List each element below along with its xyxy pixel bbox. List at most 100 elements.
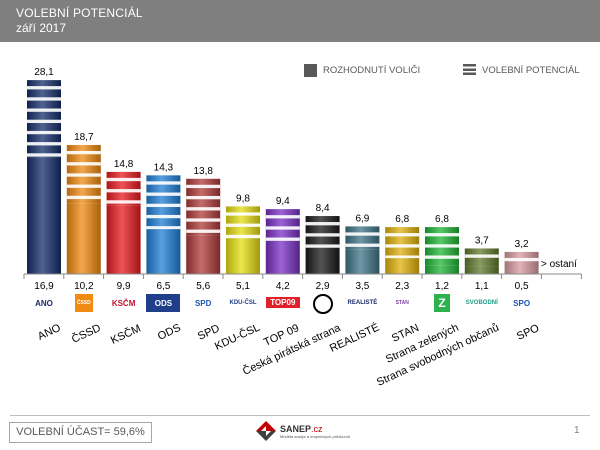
- party-logo-icon: TOP09: [265, 297, 300, 308]
- stripe: [305, 233, 340, 237]
- stripe: [425, 233, 459, 237]
- party-logo-icon: ODS: [146, 294, 181, 312]
- stripe: [504, 257, 539, 262]
- party-label: ANO: [36, 322, 63, 344]
- stripe: [186, 184, 221, 189]
- party-logo-icon: ČSSD: [74, 294, 93, 312]
- stripe: [146, 214, 181, 219]
- party-label: SPO: [514, 321, 541, 343]
- stripe: [345, 243, 380, 247]
- party-logo-icon: Z: [434, 294, 450, 312]
- bar-potential-12: [504, 251, 539, 271]
- stripe: [425, 255, 459, 259]
- stripe: [186, 229, 221, 233]
- bar-decided-0: [27, 157, 61, 274]
- value-label-potential: 3,2: [515, 239, 529, 250]
- stripe: [27, 97, 61, 101]
- value-label-decided: 4,2: [276, 281, 290, 292]
- party-logo-icon: SVOBODNÍ: [465, 300, 498, 306]
- value-label-decided: 2,3: [395, 281, 409, 292]
- stripe: [27, 108, 61, 112]
- value-label-decided: 5,1: [236, 281, 250, 292]
- stripe: [66, 184, 101, 188]
- value-label-potential: 8,4: [316, 203, 330, 214]
- value-label-potential: 3,7: [475, 235, 489, 246]
- value-label-decided: 10,2: [74, 281, 94, 292]
- bar-decided-5: [226, 238, 260, 274]
- value-label-decided: 2,9: [316, 281, 330, 292]
- stripe: [385, 244, 420, 248]
- x-axis: 16,9 10,2 9,9 6,5 5,6 5,1 4,2 2,9 3,5 2,3 1,2 1,1 0,…: [23, 273, 582, 292]
- value-label-potential: 9,4: [276, 196, 290, 207]
- striped-swatch-icon: [463, 64, 476, 77]
- sanep-logo: SANEP.cz Mhděla analýz a empirických prů…: [255, 420, 350, 442]
- value-label-potential: 28,1: [34, 67, 54, 78]
- stripe: [226, 234, 260, 239]
- value-label-potential: 14,3: [154, 162, 174, 173]
- stripe: [106, 177, 141, 182]
- bar-potential-2: [106, 171, 141, 206]
- stripe: [186, 195, 221, 200]
- value-label-potential: 13,8: [193, 166, 213, 177]
- stripe: [66, 173, 101, 177]
- stripe: [305, 222, 340, 226]
- value-label-potential: 6,8: [435, 214, 449, 225]
- sanep-domain: .cz: [311, 423, 323, 434]
- bar-decided-4: [186, 235, 221, 274]
- stripe: [186, 207, 221, 211]
- bar-decided-2: [106, 205, 141, 274]
- stripe: [345, 232, 380, 236]
- party-label: KSČM: [108, 322, 143, 347]
- sanep-emblem-icon: [256, 421, 276, 441]
- bar-decided-9: [385, 258, 420, 274]
- value-label-decided: 1,1: [475, 281, 489, 292]
- chart-subtitle: září 2017: [16, 21, 67, 35]
- value-label-decided: 6,5: [156, 281, 170, 292]
- others-label: > ostaní: [541, 259, 577, 270]
- stripe: [464, 254, 499, 258]
- chart-title: VOLEBNÍ POTENCIÁL: [16, 6, 143, 20]
- bar-decided-12: [504, 270, 539, 274]
- stripe: [186, 218, 221, 222]
- value-label-decided: 1,2: [435, 281, 449, 292]
- stripe: [385, 233, 420, 237]
- turnout-box: VOLEBNÍ ÚČAST= 59,6%: [9, 422, 152, 443]
- stripe: [265, 237, 300, 241]
- stripe: [226, 223, 260, 227]
- party-logo-icon: KSČM: [111, 298, 136, 308]
- stripe: [265, 215, 300, 219]
- sanep-brand: SANEP: [280, 423, 312, 434]
- stripe: [146, 226, 181, 230]
- bar-decided-8: [345, 249, 380, 274]
- party-logo-icon: ANO: [35, 298, 53, 308]
- stripe: [27, 130, 61, 135]
- party-logo-icon: STAN: [395, 300, 409, 306]
- bar-potential-5: [226, 206, 260, 239]
- value-label-potential: 6,8: [395, 214, 409, 225]
- value-label-decided: 3,5: [355, 281, 369, 292]
- stripe: [106, 189, 141, 193]
- bar-decided-6: [265, 245, 300, 274]
- party-logo-icon: REALISTÉ: [347, 300, 378, 306]
- stripe: [146, 192, 181, 196]
- bar-decided-10: [425, 265, 459, 274]
- bar-potential-9: [385, 227, 420, 259]
- legend-label-decided: ROZHODNUTÍ VOLIČI: [323, 65, 421, 76]
- stripe: [27, 119, 61, 124]
- stripe: [385, 255, 420, 259]
- value-label-decided: 9,9: [117, 281, 131, 292]
- party-label: ČSSD: [69, 322, 103, 346]
- title-banner: VOLEBNÍ POTENCIÁL září 2017: [0, 0, 600, 42]
- legend-item-decided: ROZHODNUTÍ VOLIČI: [304, 64, 420, 77]
- value-label-decided: 16,9: [34, 281, 54, 292]
- stripe: [146, 181, 181, 185]
- value-label-decided: 5,6: [196, 281, 210, 292]
- value-label-potential: 6,9: [355, 213, 369, 224]
- value-label-potential: 18,7: [74, 132, 94, 143]
- stripe: [27, 153, 61, 157]
- value-label-potential: 9,8: [236, 193, 250, 204]
- legend-label-potential: VOLEBNÍ POTENCIÁL: [482, 65, 580, 76]
- bar-decided-11: [464, 266, 499, 274]
- bar-decided-7: [305, 253, 340, 274]
- party-logo-icon: SPD: [194, 298, 212, 308]
